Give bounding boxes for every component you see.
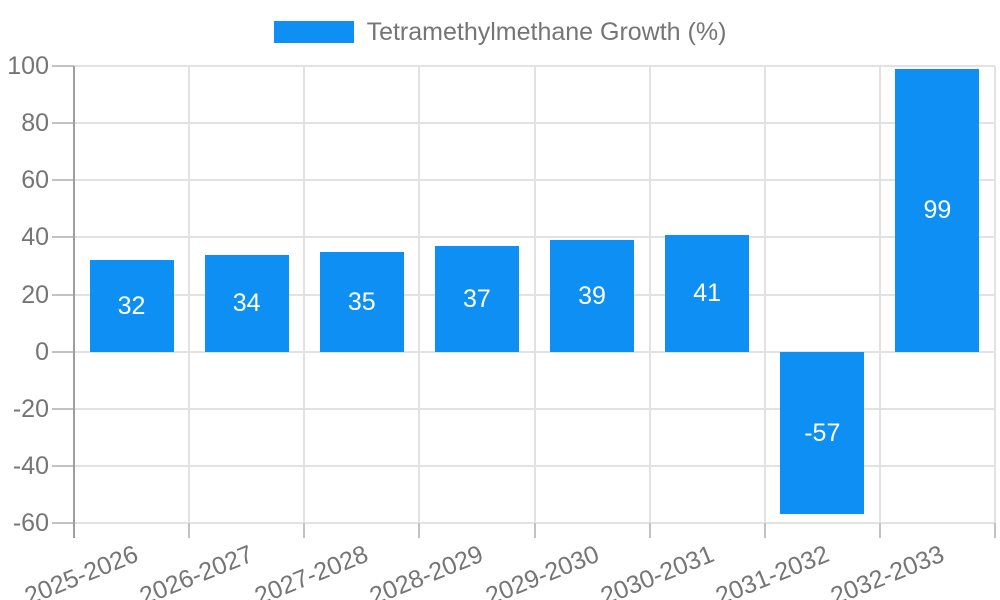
x-axis-tick-label: 2030-2031 [596, 540, 718, 600]
bar-value-label: 41 [693, 279, 722, 308]
bar-value-label: 35 [347, 287, 376, 316]
x-axis-tick [763, 523, 766, 538]
gridline-vertical [418, 66, 421, 523]
bar-value-label: 39 [578, 281, 606, 310]
x-axis-tick-label: 2025-2026 [20, 540, 143, 600]
y-axis-tick [52, 179, 74, 182]
bar[interactable]: 41 [665, 234, 750, 352]
bar[interactable]: 35 [319, 251, 404, 352]
x-axis-tick-label: 2029-2030 [481, 540, 603, 600]
y-axis-tick [52, 350, 74, 353]
y-axis-tick-label: 60 [21, 166, 49, 195]
x-axis-tick [533, 523, 536, 538]
legend-label: Tetramethylmethane Growth (%) [366, 18, 727, 46]
x-axis-tick-label: 2026-2027 [135, 540, 258, 600]
y-axis-tick-label: 100 [7, 52, 49, 80]
x-axis-tick [878, 523, 881, 538]
y-axis-tick [52, 293, 74, 296]
x-axis-tick-label: 2027-2028 [250, 540, 373, 600]
bar[interactable]: 34 [204, 254, 289, 352]
bar-value-label: 99 [923, 196, 952, 225]
x-axis-tick [188, 523, 191, 538]
y-axis-tick [52, 122, 74, 125]
x-axis-tick [994, 523, 996, 538]
y-axis-tick [52, 522, 74, 524]
x-axis-tick-label: 2032-2033 [826, 540, 948, 600]
x-axis-tick-label: 2031-2032 [711, 540, 833, 600]
y-axis-tick [52, 65, 74, 67]
legend: Tetramethylmethane Growth (%) [0, 17, 1000, 47]
x-axis-tick [303, 523, 306, 538]
gridline-vertical [303, 66, 306, 523]
y-axis-tick-label: -60 [12, 509, 49, 537]
y-axis-tick-label: 20 [21, 280, 49, 309]
y-axis-tick [52, 407, 74, 410]
bar-value-label: 32 [117, 291, 146, 320]
gridline-vertical [533, 66, 536, 523]
gridline-vertical [878, 66, 881, 523]
y-axis-tick-label: 80 [21, 109, 49, 138]
bar[interactable]: 37 [434, 245, 519, 352]
bar-value-label: 34 [232, 289, 261, 318]
bar[interactable]: 39 [550, 240, 635, 352]
x-axis-tick [418, 523, 421, 538]
gridline-vertical [188, 66, 191, 523]
x-axis-tick-label: 2028-2029 [366, 540, 488, 600]
bar[interactable]: 32 [89, 260, 174, 352]
y-axis-line [73, 66, 75, 538]
bar-value-label: 37 [463, 284, 491, 313]
y-axis-tick-label: -40 [12, 451, 49, 480]
gridline-vertical [763, 66, 766, 523]
bar[interactable]: 99 [895, 68, 980, 352]
plot-area: 32 34 35 37 39 41 -57 99 [73, 65, 996, 538]
y-axis-tick [52, 236, 74, 239]
gridline-vertical [994, 66, 996, 523]
bar-value-label: -57 [804, 419, 841, 448]
y-axis-tick-label: 40 [21, 223, 49, 252]
bar[interactable]: -57 [780, 351, 865, 515]
legend-swatch [273, 21, 354, 43]
y-axis-tick-label: 0 [35, 337, 49, 366]
x-axis-tick [648, 523, 651, 538]
gridline-vertical [648, 66, 651, 523]
y-axis-tick [52, 464, 74, 467]
y-axis-tick-label: -20 [12, 394, 49, 423]
